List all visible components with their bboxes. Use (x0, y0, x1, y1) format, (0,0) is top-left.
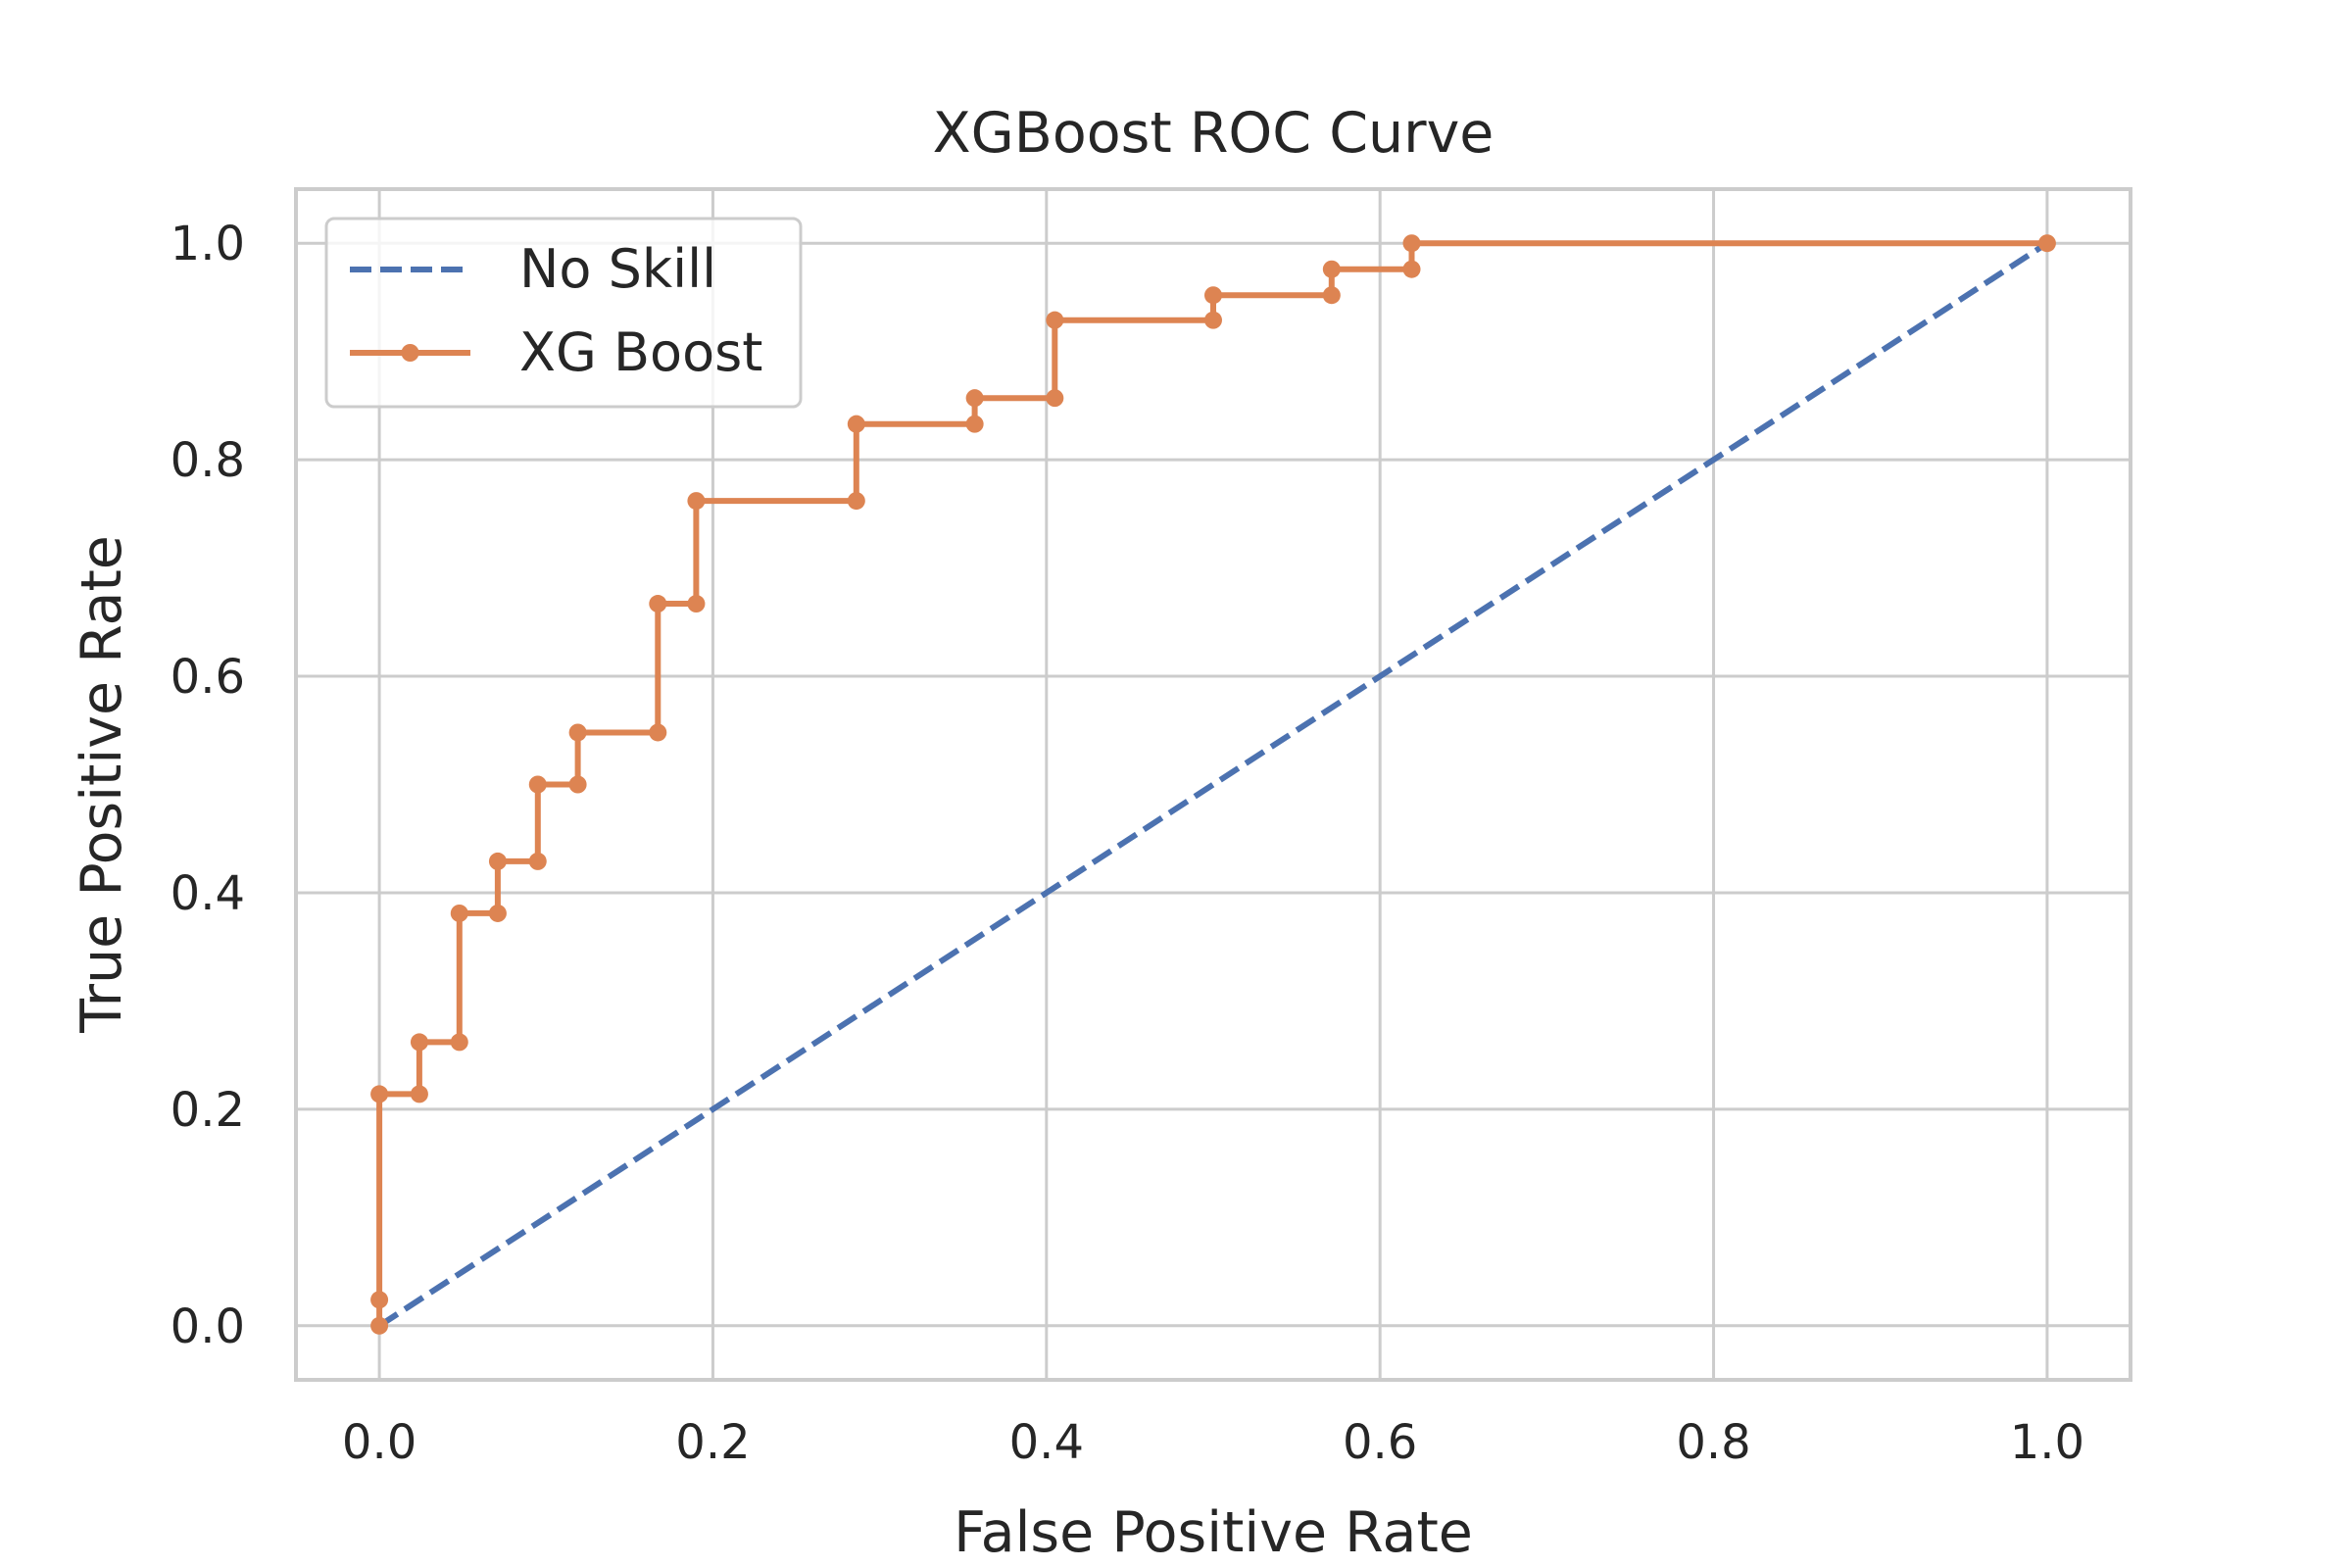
y-tick-labels: 0.0 0.2 0.4 0.6 0.8 1.0 (171, 217, 245, 1354)
x-tick-label: 0.6 (1343, 1415, 1417, 1470)
plot-frame (294, 187, 2132, 1382)
x-tick-labels: 0.0 0.2 0.4 0.6 0.8 1.0 (342, 1415, 2084, 1470)
x-axis-title: False Positive Rate (954, 1500, 1473, 1565)
data-point-xg-boost (2037, 234, 2056, 253)
y-tick-label: 0.0 (171, 1299, 245, 1354)
y-tick-label: 0.6 (171, 650, 245, 705)
data-point-xg-boost (1402, 260, 1421, 278)
data-point-xg-boost (1204, 286, 1222, 305)
chart-title: XGBoost ROC Curve (933, 101, 1494, 166)
data-point-xg-boost (847, 415, 865, 433)
grid (296, 189, 2131, 1380)
data-point-xg-boost (687, 492, 706, 511)
series-layer (370, 234, 2056, 1335)
data-point-xg-boost (649, 723, 667, 742)
legend-box (324, 217, 803, 409)
data-point-xg-boost (568, 775, 587, 794)
x-tick-label: 0.0 (342, 1415, 416, 1470)
data-point-xg-boost (410, 1085, 428, 1103)
data-point-xg-boost (450, 904, 468, 922)
data-point-xg-boost (488, 852, 507, 870)
data-point-xg-boost (370, 1085, 389, 1103)
y-tick-label: 0.4 (171, 866, 245, 921)
x-tick-label: 0.2 (675, 1415, 750, 1470)
legend: No Skill XG Boost (324, 217, 803, 409)
data-point-xg-boost (370, 1316, 389, 1335)
data-point-xg-boost (687, 595, 706, 613)
data-point-xg-boost (1046, 389, 1064, 408)
data-point-xg-boost (488, 904, 507, 922)
data-point-xg-boost (410, 1033, 428, 1052)
x-tick-label: 1.0 (2010, 1415, 2084, 1470)
data-point-xg-boost (965, 389, 984, 408)
data-point-xg-boost (528, 775, 547, 794)
legend-label-no-skill: No Skill (519, 238, 716, 300)
y-axis-title: True Positive Rate (70, 535, 134, 1034)
data-point-xg-boost (1402, 234, 1421, 253)
x-tick-label: 0.4 (1009, 1415, 1084, 1470)
data-point-xg-boost (965, 415, 984, 433)
y-tick-label: 1.0 (171, 217, 245, 271)
data-point-xg-boost (1322, 286, 1341, 305)
data-point-xg-boost (568, 723, 587, 742)
legend-marker-xg-boost (401, 344, 419, 362)
data-point-xg-boost (450, 1033, 468, 1052)
data-point-xg-boost (528, 852, 547, 870)
data-point-xg-boost (370, 1291, 389, 1309)
y-tick-label: 0.8 (171, 433, 245, 488)
y-tick-label: 0.2 (171, 1083, 245, 1138)
legend-label-xg-boost: XG Boost (519, 321, 762, 383)
data-point-xg-boost (1046, 311, 1064, 329)
data-point-xg-boost (1204, 311, 1222, 329)
data-point-xg-boost (847, 492, 865, 511)
x-tick-label: 0.8 (1676, 1415, 1750, 1470)
data-point-xg-boost (649, 595, 667, 613)
data-point-xg-boost (1322, 260, 1341, 278)
series-line-no-skill (377, 240, 2049, 1329)
